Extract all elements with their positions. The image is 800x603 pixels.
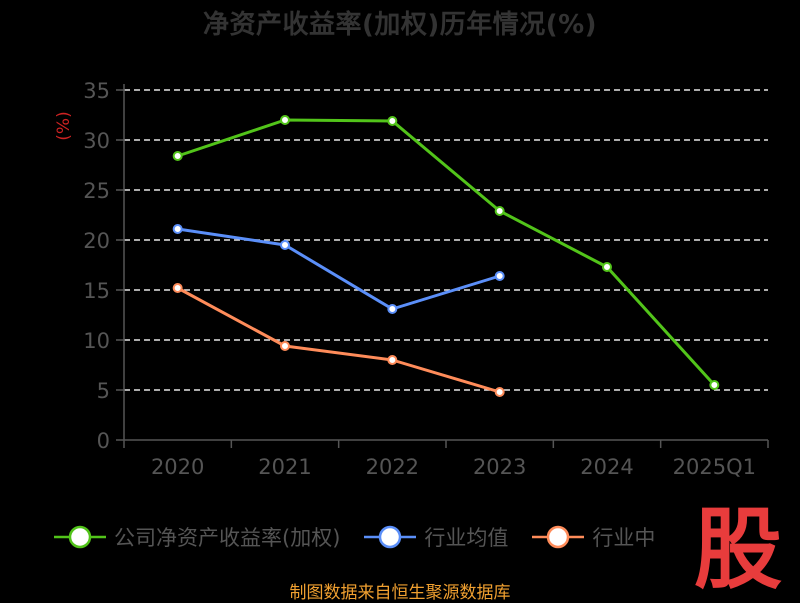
data-point <box>172 283 183 293</box>
series-group <box>172 115 720 390</box>
series-lines <box>172 115 720 397</box>
data-source-note: 制图数据来自恒生聚源数据库 <box>289 583 511 603</box>
y-tick-label: 15 <box>83 279 110 303</box>
x-tick-label: 2025Q1 <box>673 455 756 479</box>
data-point <box>172 151 183 161</box>
x-tick-label: 2023 <box>473 455 526 479</box>
data-point <box>494 206 505 216</box>
series-line <box>176 286 501 394</box>
legend-label: 公司净资产收益率(加权) <box>114 526 341 550</box>
data-point <box>172 224 183 234</box>
series-line <box>177 227 501 311</box>
legend-label: 行业均值 <box>424 526 509 550</box>
y-axis-unit-label: (%) <box>54 111 74 140</box>
data-point <box>280 341 290 351</box>
y-tick-label: 35 <box>83 79 110 103</box>
legend-item[interactable]: 公司净资产收益率(加权) <box>52 522 340 552</box>
data-point <box>387 116 398 126</box>
chart-title: 净资产收益率(加权)历年情况(%) <box>202 10 598 40</box>
grid-lines <box>124 89 768 391</box>
data-point <box>602 262 612 272</box>
brand-logo: 股 <box>694 500 782 592</box>
legend-swatch-marker <box>547 525 570 549</box>
data-point <box>387 304 398 314</box>
chart-legend: 公司净资产收益率(加权) 行业均值 行业中 <box>52 520 677 554</box>
legend-item[interactable]: 行业均值 <box>362 522 508 552</box>
series-group <box>172 283 505 397</box>
x-tick-label: 2024 <box>580 455 633 479</box>
legend-swatch-marker <box>68 525 92 549</box>
x-tick-label: 2020 <box>151 455 204 479</box>
data-point <box>387 355 398 365</box>
legend-swatch-icon <box>364 525 417 549</box>
data-point <box>280 240 290 250</box>
legend-swatch-icon <box>532 525 585 549</box>
y-tick-label: 0 <box>97 429 110 453</box>
y-tick-label: 20 <box>83 229 110 253</box>
y-tick-label: 30 <box>83 129 110 153</box>
legend-swatch-icon <box>54 525 106 549</box>
y-tick-label: 5 <box>97 379 110 403</box>
data-point <box>709 380 720 390</box>
legend-swatch-marker <box>379 525 402 549</box>
axes: 0 5 10 15 20 25 30 35 2020 2021 2022 2023 2024 2025Q1 <box>83 79 769 479</box>
legend-item[interactable]: 行业中 <box>530 522 655 552</box>
series-line <box>177 118 716 387</box>
x-tick-label: 2022 <box>366 455 419 479</box>
y-tick-label: 25 <box>83 179 110 203</box>
data-point <box>494 271 505 281</box>
x-tick-label: 2021 <box>258 455 311 479</box>
brand-logo-glyph: 股 <box>694 500 782 592</box>
data-point <box>494 387 505 397</box>
series-group <box>172 224 505 314</box>
legend-label: 行业中 <box>592 526 656 550</box>
y-tick-label: 10 <box>83 329 110 353</box>
data-point <box>280 115 290 125</box>
